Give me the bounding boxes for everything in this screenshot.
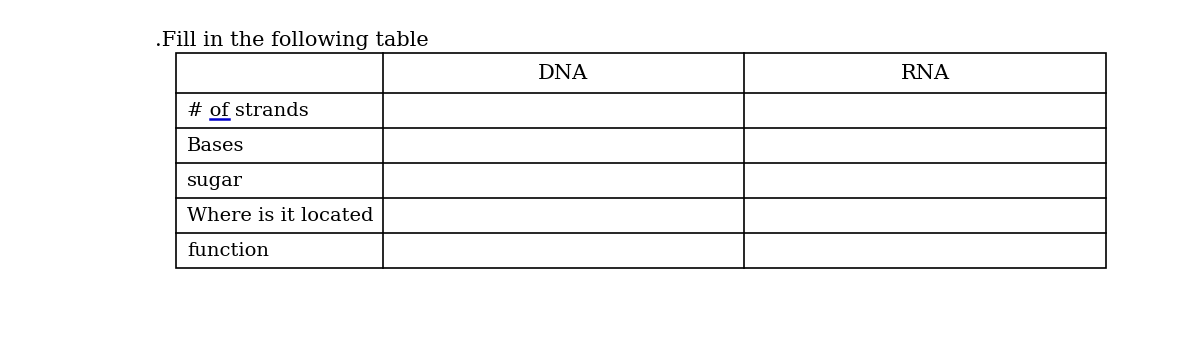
Text: .Fill in the following table: .Fill in the following table <box>155 31 428 50</box>
Text: RNA: RNA <box>900 63 949 83</box>
Text: # of strands: # of strands <box>187 102 308 120</box>
Text: sugar: sugar <box>187 172 244 190</box>
Text: Bases: Bases <box>187 137 245 155</box>
Text: function: function <box>187 241 269 260</box>
Bar <box>176 53 1106 268</box>
Text: Where is it located: Where is it located <box>187 207 373 225</box>
Text: DNA: DNA <box>539 63 588 83</box>
